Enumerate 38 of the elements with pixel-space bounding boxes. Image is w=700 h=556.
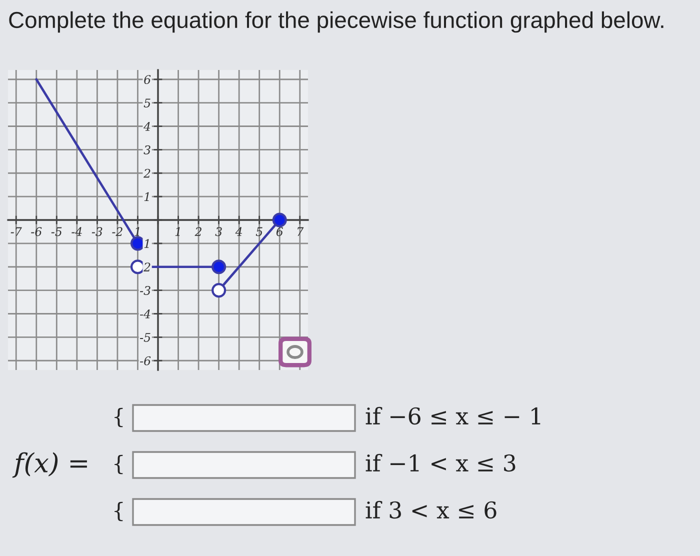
x-tick-label: 2: [194, 227, 202, 236]
y-tick-label: 4: [144, 122, 150, 131]
point: [130, 236, 145, 251]
x-tick-label: -5: [51, 227, 62, 236]
text: if 3 < x ≤ 6: [366, 500, 496, 519]
y-tick-label: 3: [144, 145, 150, 154]
text: {: [114, 502, 123, 522]
y-tick-label: -3: [140, 286, 150, 295]
y-tick-label: 6: [144, 75, 151, 84]
x-tick-label: 3: [215, 227, 222, 236]
y-tick-label: 1: [144, 239, 149, 248]
text: if −6 ≤ x ≤ − 1: [366, 406, 540, 425]
y-tick-label: 1: [144, 192, 149, 202]
text: if −1 < x ≤ 3: [366, 454, 516, 472]
text: {: [114, 408, 123, 428]
y-tick-label: 2: [144, 262, 150, 272]
text: f(x) =: [12, 452, 87, 478]
chart-title: Complete the equation for the piecewise function graphed below.: [9, 11, 664, 33]
x-tick-label: -4: [72, 227, 82, 236]
x-tick-label: -2: [112, 227, 122, 236]
x-tick-label: 7: [298, 227, 304, 236]
point: [212, 283, 226, 298]
x-tick-label: -3: [92, 227, 102, 236]
point: [272, 212, 287, 228]
x-tick-label: 5: [256, 227, 262, 236]
point: [130, 260, 145, 274]
text: {: [114, 454, 123, 474]
y-tick-label: 5: [144, 98, 150, 108]
x-tick-label: 6: [276, 227, 283, 236]
x-tick-label: -7: [10, 227, 22, 236]
y-tick-label: 2: [144, 168, 150, 178]
y-tick-label: -5: [140, 333, 150, 342]
y-tick-label: -4: [140, 309, 150, 318]
y-tick-label: -6: [140, 356, 151, 366]
point: [212, 260, 226, 274]
x-tick-label: -6: [31, 227, 42, 236]
x-tick-label: 1: [175, 227, 180, 236]
x-tick-label: 4: [235, 227, 242, 236]
